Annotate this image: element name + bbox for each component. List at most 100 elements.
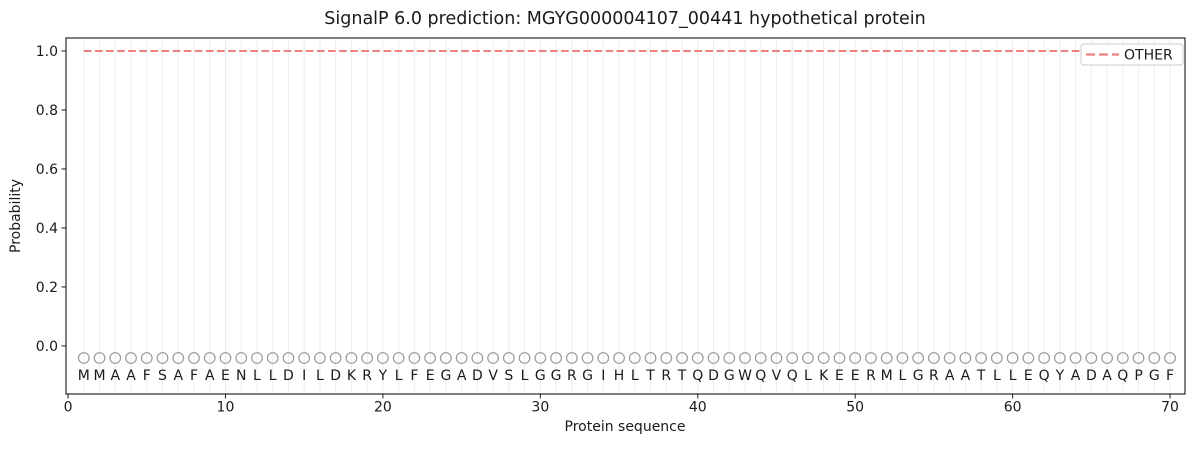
residue-marker-circle <box>1116 352 1129 364</box>
residue-marker-circle <box>518 352 531 364</box>
residue-marker-circle <box>1164 352 1176 364</box>
residue-marker-circle <box>235 352 248 364</box>
residue-marker-circle <box>565 352 578 364</box>
residue-marker-circle <box>392 352 405 364</box>
residue-marker-circle <box>219 352 232 364</box>
residue-marker-circle <box>1006 352 1019 364</box>
residue-marker-circle <box>329 352 342 364</box>
residue-letter: W <box>738 368 752 384</box>
residue-letter: F <box>190 368 198 384</box>
residue-marker-circle <box>377 352 389 364</box>
residue-letter: E <box>851 368 860 384</box>
residue-letter: Q <box>755 368 766 384</box>
residue-letter: K <box>347 368 357 384</box>
residue-marker-circle <box>581 352 594 364</box>
residue-marker-circle <box>707 352 720 364</box>
residue-letter: G <box>535 368 546 384</box>
residue-letter: L <box>521 368 529 384</box>
x-tick-label: 0 <box>64 400 73 416</box>
x-tick-label: 20 <box>374 400 392 416</box>
residue-letter: L <box>1009 368 1017 384</box>
residue-marker-circle <box>424 352 437 364</box>
residue-letter: Q <box>692 368 703 384</box>
residue-letter: Q <box>1039 368 1050 384</box>
residue-letter: K <box>819 368 829 384</box>
residue-marker-circle <box>534 352 547 364</box>
residue-marker-circle <box>959 352 972 364</box>
residue-letter: A <box>126 368 136 384</box>
residue-letter: G <box>1149 368 1160 384</box>
residue-letter: I <box>302 368 306 384</box>
residue-marker-circle <box>298 352 311 364</box>
residue-marker-circle <box>125 352 137 364</box>
residue-letter: A <box>1071 368 1081 384</box>
residue-marker-circle <box>928 352 940 364</box>
residue-marker-circle <box>644 352 657 364</box>
residue-marker-circle <box>833 352 846 364</box>
residue-marker-circle <box>282 352 295 364</box>
residue-marker-circle <box>188 352 200 364</box>
residue-letter: V <box>772 368 782 384</box>
residue-letter: R <box>567 368 577 384</box>
residue-marker-circle <box>502 352 515 364</box>
residue-letter: D <box>283 368 294 384</box>
residue-marker-circle <box>912 352 925 364</box>
residue-letter: H <box>614 368 625 384</box>
residue-letter: L <box>395 368 403 384</box>
residue-marker-circle <box>439 352 452 364</box>
residue-letter: Q <box>787 368 798 384</box>
residue-letter: M <box>93 368 105 384</box>
residue-marker-circle <box>1132 352 1145 364</box>
residue-marker-circle <box>172 352 185 364</box>
residue-marker-circle <box>1069 352 1082 364</box>
x-tick-label: 10 <box>217 400 235 416</box>
residue-marker-circle <box>1053 352 1066 364</box>
residue-letter: D <box>1086 368 1097 384</box>
residue-marker-circle <box>251 352 263 364</box>
residue-letter: L <box>899 368 907 384</box>
residue-letter: E <box>1024 368 1033 384</box>
residue-letter: R <box>661 368 671 384</box>
residue-letter: Q <box>1117 368 1128 384</box>
residue-marker-circle <box>109 352 122 364</box>
residue-letter: D <box>472 368 483 384</box>
residue-marker-circle <box>770 352 783 364</box>
residue-marker-circle <box>990 352 1003 364</box>
residue-marker-circle <box>597 352 610 364</box>
residue-marker-circle <box>896 352 909 364</box>
plot-border <box>65 37 1186 395</box>
residue-marker-circle <box>849 352 862 364</box>
residue-marker-circle <box>471 352 484 364</box>
residue-marker-circle <box>93 352 106 364</box>
residue-letter: A <box>961 368 971 384</box>
residue-letter: L <box>316 368 324 384</box>
residue-letter: G <box>440 368 451 384</box>
residue-marker-circle <box>1148 352 1161 364</box>
x-tick-label: 70 <box>1161 400 1179 416</box>
residue-marker-circle <box>975 352 988 364</box>
x-tick-label: 40 <box>689 400 707 416</box>
residue-marker-circle <box>1022 352 1035 364</box>
residue-marker-circle <box>628 352 641 364</box>
residue-marker-circle <box>455 352 468 364</box>
residue-marker-circle <box>1085 352 1098 364</box>
chart-title: SignalP 6.0 prediction: MGYG000004107_00… <box>324 9 925 29</box>
residue-marker-circle <box>865 352 877 364</box>
residue-letter: L <box>804 368 812 384</box>
y-axis-label: Probability <box>8 179 24 253</box>
x-tick-label: 30 <box>531 400 549 416</box>
residue-marker-circle <box>676 352 688 364</box>
residue-marker-circle <box>802 352 814 364</box>
residue-letter: A <box>205 368 215 384</box>
residue-letter: T <box>677 368 687 384</box>
residue-letter: A <box>110 368 120 384</box>
legend-label: OTHER <box>1124 48 1173 64</box>
y-tick-label: 0.0 <box>36 339 58 355</box>
residue-letter: N <box>236 368 246 384</box>
legend: OTHER <box>1080 43 1184 66</box>
residue-marker-circle <box>943 352 956 364</box>
residue-letter: L <box>253 368 261 384</box>
residue-letter: A <box>1102 368 1112 384</box>
residue-letter: A <box>457 368 467 384</box>
